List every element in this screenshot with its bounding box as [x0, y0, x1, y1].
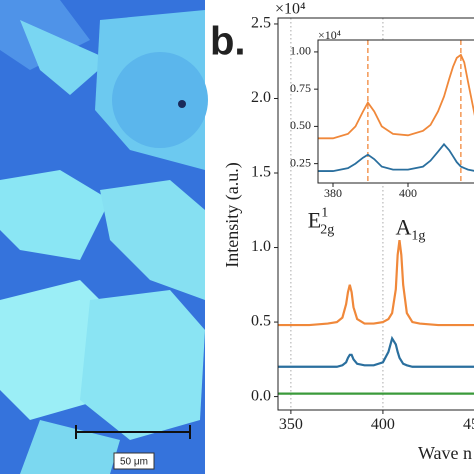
- offset-label: ×10⁴: [275, 1, 306, 18]
- annotation-text: E: [308, 208, 321, 233]
- y-tick-label: 2.0: [251, 89, 271, 106]
- panel-label: b.: [210, 20, 246, 64]
- scale-label-box: [113, 452, 155, 470]
- inset-offset-label: ×10⁴: [318, 28, 341, 42]
- y-tick-label: 0.25: [290, 155, 311, 169]
- y-axis-label: Intensity (a.u.): [222, 162, 243, 267]
- axes-frame: [277, 17, 474, 411]
- peak-annotation: E1 2g: [308, 206, 334, 238]
- crystal: [112, 52, 208, 148]
- spectrum-line: [318, 142, 474, 172]
- axes-frame: [317, 39, 474, 184]
- crystal: [20, 20, 110, 95]
- crystal-center: [178, 100, 186, 108]
- crystal: [80, 290, 205, 440]
- spectrum-line: [278, 335, 474, 368]
- peak-annotation: A1g: [395, 215, 425, 244]
- y-tick-label: 0.50: [290, 118, 311, 132]
- y-tick-label: 2.5: [251, 15, 271, 32]
- crystal: [100, 180, 205, 300]
- crystal: [0, 170, 110, 260]
- x-tick-label: 350: [279, 416, 303, 433]
- spectrum-line: [318, 53, 474, 140]
- x-tick-label: 400: [371, 416, 395, 433]
- x-tick-label: 450: [463, 416, 474, 433]
- x-axis-label: Wave n: [418, 443, 472, 463]
- crystal: [20, 420, 120, 474]
- scale-label: 50 μm: [120, 457, 148, 468]
- y-tick-label: 1.5: [251, 164, 271, 181]
- y-tick-label: 1.00: [290, 44, 311, 58]
- micrograph: 50 μm: [0, 0, 208, 474]
- y-tick-label: 1.0: [251, 238, 271, 255]
- y-tick-label: 0.5: [251, 313, 271, 330]
- annotation-sub: 1g: [411, 229, 425, 244]
- annotation-text: A: [395, 215, 411, 240]
- annotation-sup: 1: [321, 206, 328, 221]
- x-tick-label: 400: [399, 186, 417, 200]
- x-tick-label: 380: [324, 186, 342, 200]
- y-tick-label: 0.75: [290, 81, 311, 95]
- spectrum-line: [278, 239, 474, 327]
- annotation-sub: 2g: [320, 223, 334, 238]
- plot-area: [318, 40, 474, 183]
- y-tick-label: 0.0: [251, 387, 271, 404]
- inset-background: [318, 40, 474, 183]
